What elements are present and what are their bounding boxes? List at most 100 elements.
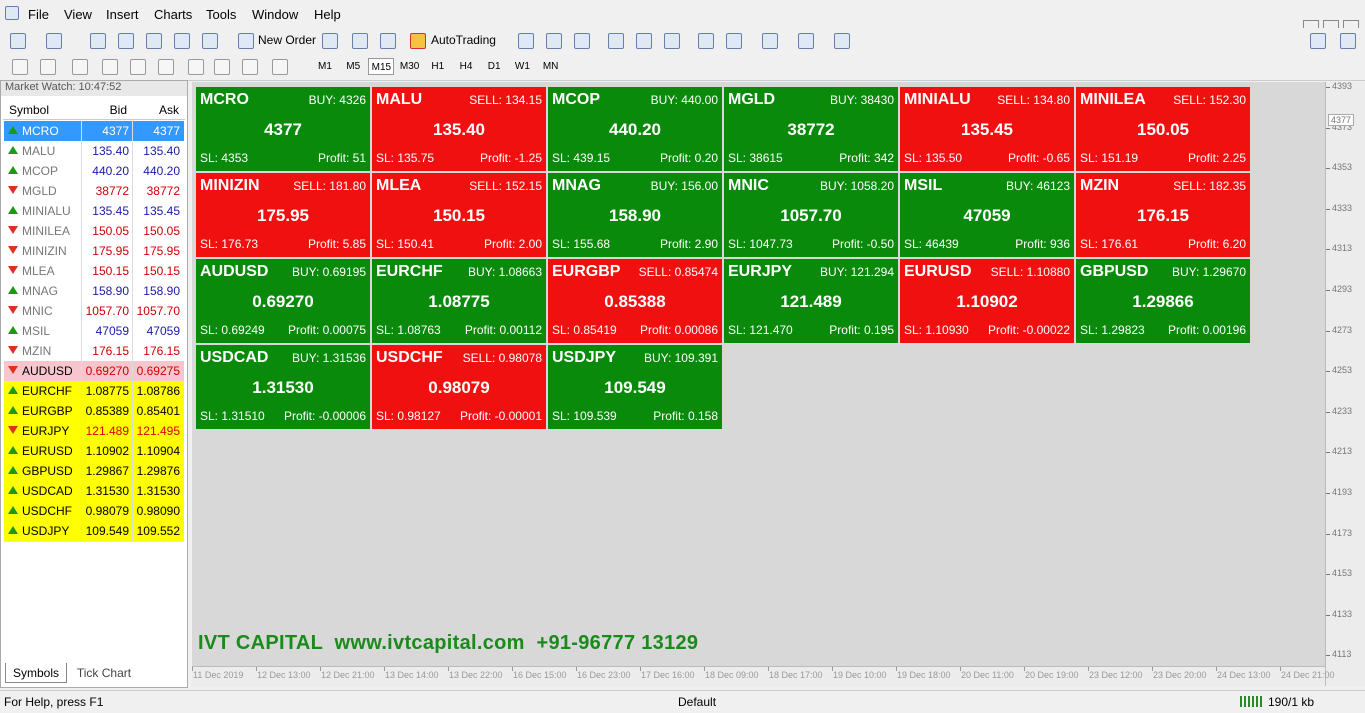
column-divider: [81, 201, 82, 221]
tab[interactable]: Symbols: [5, 663, 67, 683]
symbol-tile[interactable]: EURUSD SELL: 1.10880 1.10902 SL: 1.10930 Pro…: [900, 259, 1074, 343]
timeframe-button[interactable]: H4: [459, 61, 473, 72]
menu-item[interactable]: File: [28, 7, 49, 22]
menu-item[interactable]: Window: [252, 7, 299, 22]
drawing-tool[interactable]: [242, 59, 258, 75]
timeframe-button[interactable]: M30: [399, 61, 420, 72]
symbol-tile[interactable]: MGLD BUY: 38430 38772 SL: 38615 Profit: 342: [724, 87, 898, 171]
drawing-tool[interactable]: [12, 59, 28, 75]
toolbar-button[interactable]: [380, 33, 396, 49]
toolbar-button[interactable]: [636, 33, 652, 49]
toolbar-button[interactable]: [664, 33, 680, 49]
symbol-tile[interactable]: MSIL BUY: 46123 47059 SL: 46439 Profit: 936: [900, 173, 1074, 257]
timeframe-button[interactable]: M15: [368, 58, 395, 75]
drawing-tool[interactable]: [158, 59, 174, 75]
market-watch-row[interactable]: EURGBP 0.85389 0.85401: [4, 401, 184, 422]
symbol-tile[interactable]: EURCHF BUY: 1.08663 1.08775 SL: 1.08763 Prof…: [372, 259, 546, 343]
symbol-tile[interactable]: AUDUSD BUY: 0.69195 0.69270 SL: 0.69249 Prof…: [196, 259, 370, 343]
menu-item[interactable]: Help: [314, 7, 341, 22]
market-watch-row[interactable]: MZIN 176.15 176.15: [4, 341, 184, 362]
toolbar-button[interactable]: [834, 33, 850, 49]
menu-item[interactable]: Tools: [206, 7, 237, 22]
toolbar-button[interactable]: [146, 33, 162, 49]
drawing-tool[interactable]: [40, 59, 56, 75]
market-watch-row[interactable]: EURUSD 1.10902 1.10904: [4, 441, 184, 462]
toolbar-button[interactable]: [90, 33, 106, 49]
market-watch-row[interactable]: USDJPY 109.549 109.552: [4, 521, 184, 542]
market-watch-row[interactable]: USDCAD 1.31530 1.31530: [4, 481, 184, 502]
market-watch-row[interactable]: EURJPY 121.489 121.495: [4, 421, 184, 442]
symbol-tile[interactable]: MINILEA SELL: 152.30 150.05 SL: 151.19 Profi…: [1076, 87, 1250, 171]
market-watch-row[interactable]: MCRO 4377 4377: [4, 121, 184, 142]
symbol-tile[interactable]: MCOP BUY: 440.00 440.20 SL: 439.15 Profit: 0…: [548, 87, 722, 171]
symbol-tile[interactable]: EURJPY BUY: 121.294 121.489 SL: 121.470 Prof…: [724, 259, 898, 343]
market-watch-row[interactable]: MINIALU 135.45 135.45: [4, 201, 184, 222]
toolbar-button[interactable]: [574, 33, 590, 49]
market-watch-row[interactable]: MCOP 440.20 440.20: [4, 161, 184, 182]
symbol-tile[interactable]: GBPUSD BUY: 1.29670 1.29866 SL: 1.29823 Prof…: [1076, 259, 1250, 343]
symbol-tile[interactable]: MLEA SELL: 152.15 150.15 SL: 150.41 Profit: …: [372, 173, 546, 257]
drawing-tool[interactable]: [130, 59, 146, 75]
market-watch-row[interactable]: MLEA 150.15 150.15: [4, 261, 184, 282]
market-watch-row[interactable]: EURCHF 1.08775 1.08786: [4, 381, 184, 402]
symbol-tile[interactable]: USDJPY BUY: 109.391 109.549 SL: 109.539 Prof…: [548, 345, 722, 429]
market-watch-row[interactable]: MALU 135.40 135.40: [4, 141, 184, 162]
toolbar-button[interactable]: [10, 33, 26, 49]
drawing-tool[interactable]: [272, 59, 288, 75]
market-watch-row[interactable]: USDCHF 0.98079 0.98090: [4, 501, 184, 522]
drawing-tool[interactable]: [188, 59, 204, 75]
toolbar-button[interactable]: [726, 33, 742, 49]
symbol-tile[interactable]: USDCHF SELL: 0.98078 0.98079 SL: 0.98127 Pro…: [372, 345, 546, 429]
toolbar-button[interactable]: [202, 33, 218, 49]
timeframe-button[interactable]: M5: [346, 61, 361, 72]
market-watch-row[interactable]: GBPUSD 1.29867 1.29876: [4, 461, 184, 482]
menu-item[interactable]: Charts: [154, 7, 193, 22]
market-watch-row[interactable]: MINIZIN 175.95 175.95: [4, 241, 184, 262]
timeframe-button[interactable]: W1: [514, 61, 530, 72]
timeframe-button[interactable]: D1: [487, 61, 501, 72]
toolbar-button[interactable]: [762, 33, 778, 49]
new-order-icon[interactable]: [238, 33, 254, 49]
tab[interactable]: Tick Chart: [76, 666, 132, 680]
symbol-tile[interactable]: MZIN SELL: 182.35 176.15 SL: 176.61 Profit: …: [1076, 173, 1250, 257]
toolbar-button[interactable]: [798, 33, 814, 49]
symbol-tile[interactable]: MNAG BUY: 156.00 158.90 SL: 155.68 Profit: 2…: [548, 173, 722, 257]
market-watch-row[interactable]: MNAG 158.90 158.90: [4, 281, 184, 302]
new-order-button[interactable]: New Order: [258, 33, 317, 47]
autotrading-icon[interactable]: [410, 33, 426, 49]
symbol-tile[interactable]: EURGBP SELL: 0.85474 0.85388 SL: 0.85419 Pro…: [548, 259, 722, 343]
market-watch-row[interactable]: MNIC 1057.70 1057.70: [4, 301, 184, 322]
toolbar-button[interactable]: [518, 33, 534, 49]
toolbar-button[interactable]: [46, 33, 62, 49]
symbol-tile[interactable]: MCRO BUY: 4326 4377 SL: 4353 Profit: 51: [196, 87, 370, 171]
toolbar-button[interactable]: [118, 33, 134, 49]
search-icon[interactable]: [1310, 33, 1326, 49]
price-tick: [1326, 330, 1330, 332]
toolbar-button[interactable]: [352, 33, 368, 49]
drawing-tool[interactable]: [102, 59, 118, 75]
toolbar-button[interactable]: [322, 33, 338, 49]
symbol-tile[interactable]: MNIC BUY: 1058.20 1057.70 SL: 1047.73 Profit…: [724, 173, 898, 257]
timeframe-button[interactable]: M1: [318, 61, 332, 72]
toolbar-button[interactable]: [174, 33, 190, 49]
menu-item[interactable]: View: [64, 7, 92, 22]
timeframe-button[interactable]: MN: [542, 61, 559, 72]
autotrading-button[interactable]: AutoTrading: [431, 33, 496, 47]
toolbar-button[interactable]: [698, 33, 714, 49]
symbol-tile[interactable]: MALU SELL: 134.15 135.40 SL: 135.75 Profit: …: [372, 87, 546, 171]
symbol-tile[interactable]: MINIZIN SELL: 181.80 175.95 SL: 176.73 Profi…: [196, 173, 370, 257]
symbol-tile[interactable]: MINIALU SELL: 134.80 135.45 SL: 135.50 Profi…: [900, 87, 1074, 171]
market-watch-row[interactable]: MSIL 47059 47059: [4, 321, 184, 342]
symbol-tile[interactable]: USDCAD BUY: 1.31536 1.31530 SL: 1.31510 Prof…: [196, 345, 370, 429]
drawing-tool[interactable]: [214, 59, 230, 75]
chat-icon[interactable]: [1340, 33, 1356, 49]
toolbar-button[interactable]: [546, 33, 562, 49]
market-watch-row[interactable]: MGLD 38772 38772: [4, 181, 184, 202]
menu-item[interactable]: Insert: [106, 7, 139, 22]
market-watch-row[interactable]: AUDUSD 0.69270 0.69275: [4, 361, 184, 382]
market-watch-row[interactable]: MINILEA 150.05 150.05: [4, 221, 184, 242]
drawing-tool[interactable]: [72, 59, 88, 75]
toolbar-button[interactable]: [608, 33, 624, 49]
timeframe-button[interactable]: H1: [431, 61, 445, 72]
tile-order: SELL: 0.85474: [638, 265, 718, 279]
